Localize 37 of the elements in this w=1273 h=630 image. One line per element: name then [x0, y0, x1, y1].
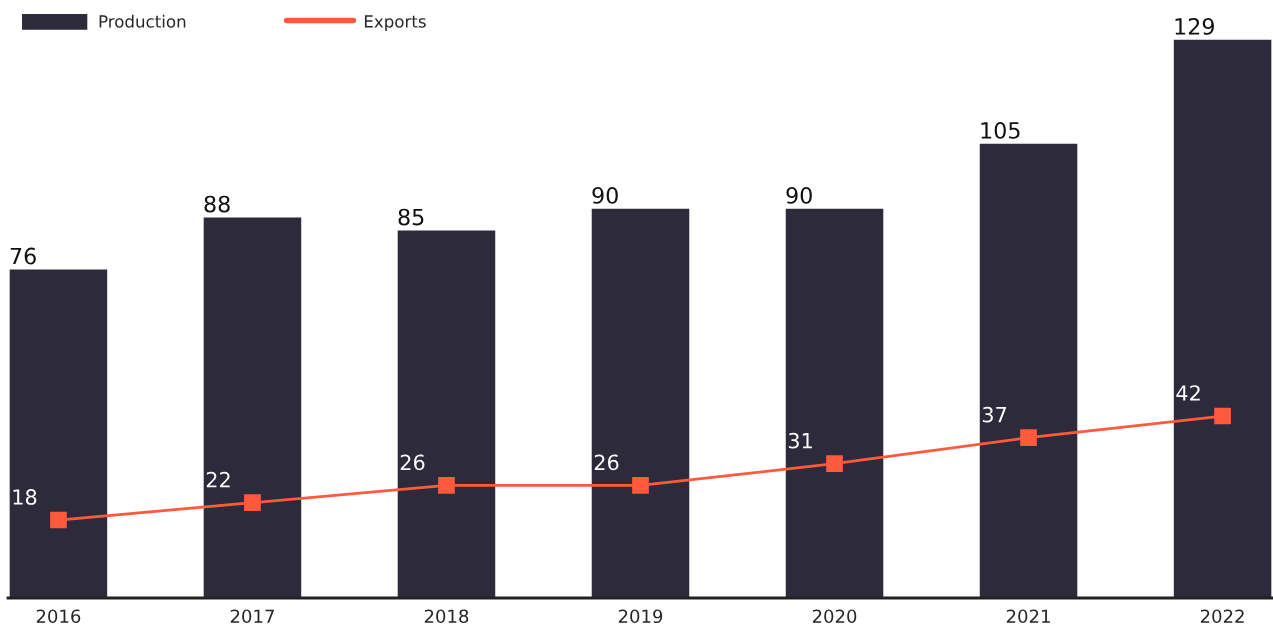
point [438, 477, 455, 494]
x-tick-label: 2017 [230, 609, 274, 624]
x-tick-label: 2018 [424, 609, 469, 624]
legend-label: Exports [364, 15, 426, 31]
x-tick-label: 2022 [1200, 609, 1244, 624]
data-label: 129 [1175, 18, 1214, 35]
data-label: 105 [981, 121, 1020, 139]
point [50, 511, 67, 529]
data-label: 42 [1176, 385, 1200, 401]
data-label: 37 [982, 406, 1007, 423]
point [1020, 429, 1037, 447]
data-label: 85 [398, 208, 424, 226]
x-tick-label: 2019 [618, 609, 663, 624]
x-tick-label: 2016 [36, 609, 81, 624]
bar [8, 268, 109, 598]
point [1214, 407, 1231, 425]
legend-label: Production [99, 14, 186, 28]
x-tick-label: 2021 [1006, 609, 1050, 624]
point [632, 477, 649, 494]
bar [202, 216, 303, 598]
data-label: 18 [13, 489, 37, 505]
data-label: 26 [594, 454, 619, 471]
bar [1172, 38, 1273, 598]
bar [590, 207, 691, 598]
data-label: 88 [204, 195, 230, 213]
bar [978, 142, 1079, 598]
data-label: 90 [786, 186, 812, 204]
point [826, 455, 843, 473]
data-label: 76 [10, 247, 36, 265]
data-label: 31 [788, 432, 812, 449]
data-label: 26 [400, 454, 425, 471]
bar [784, 207, 885, 598]
bar [396, 229, 497, 598]
data-label: 90 [592, 186, 618, 204]
x-tick-label: 2020 [812, 609, 857, 624]
point [244, 494, 261, 512]
data-label: 22 [206, 471, 230, 488]
